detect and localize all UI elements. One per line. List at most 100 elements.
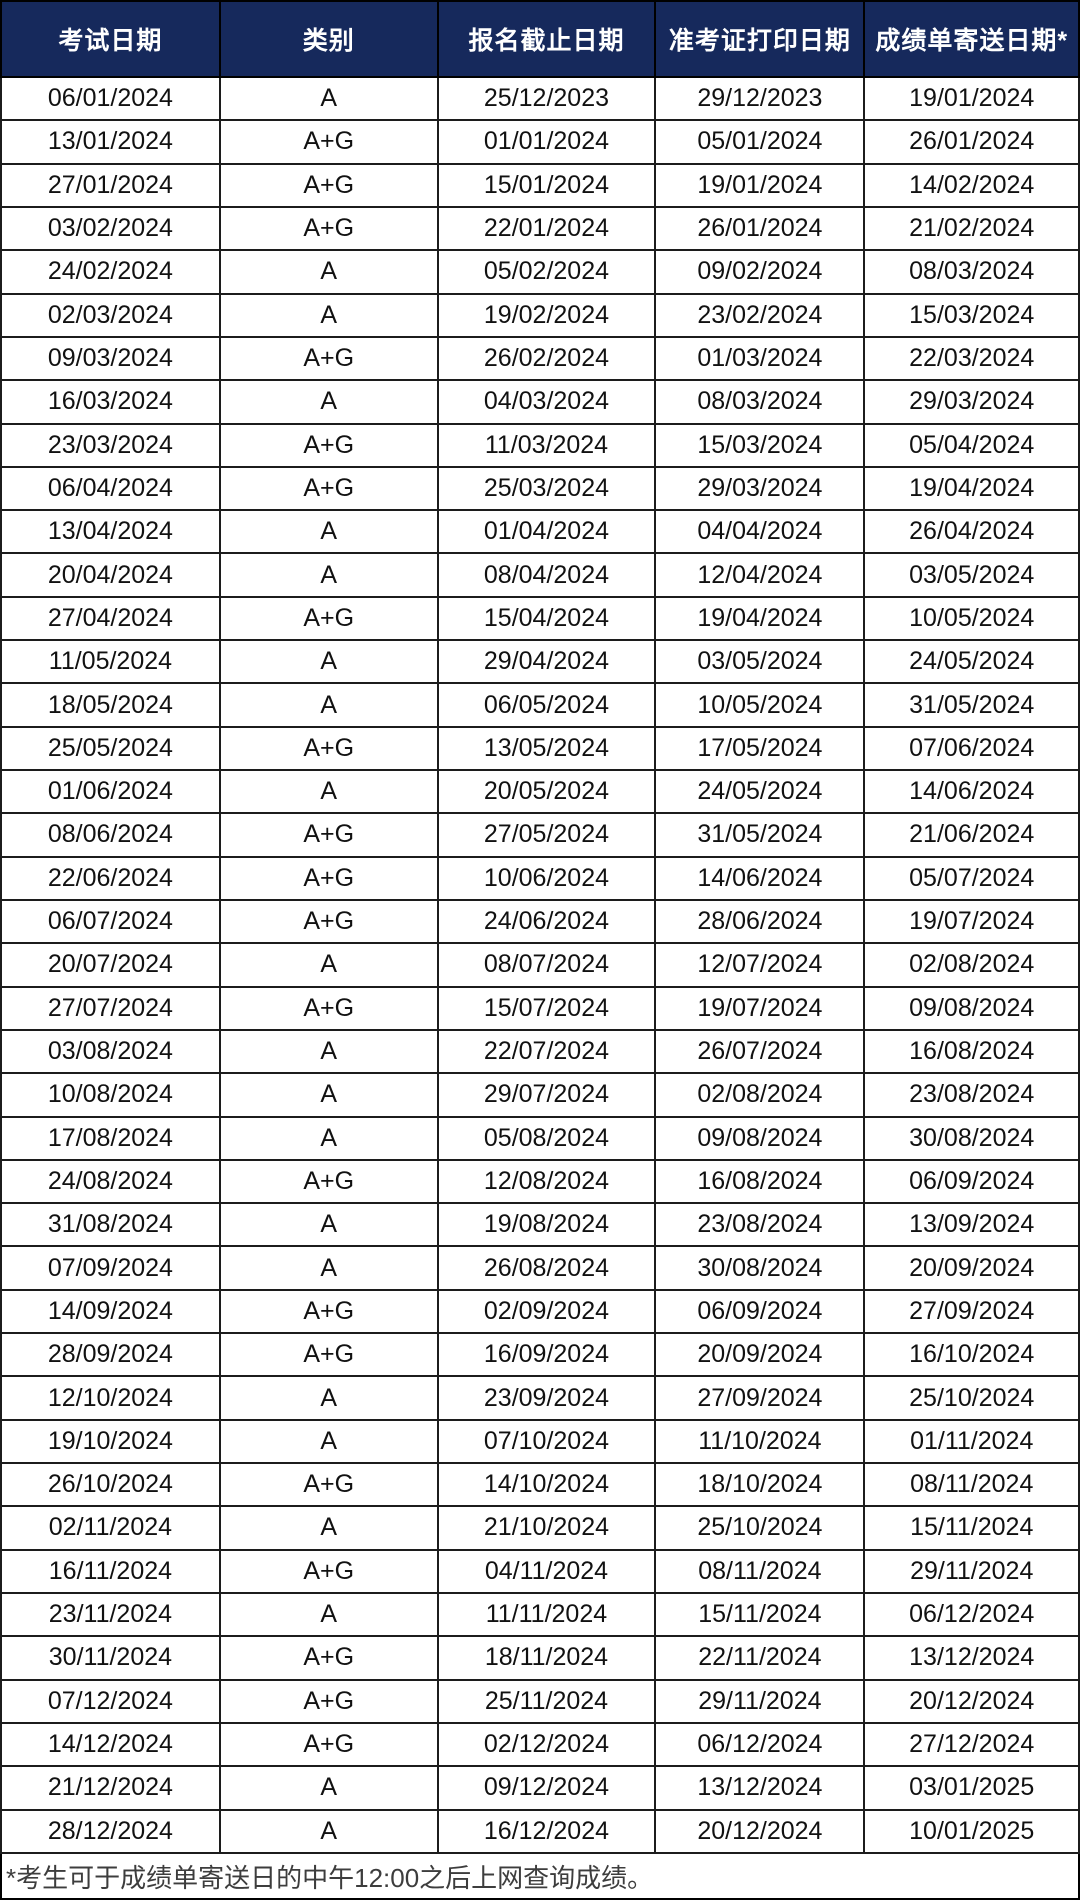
- cell-exam-date: 20/04/2024: [0, 552, 221, 598]
- cell-exam-date: 24/02/2024: [0, 249, 221, 295]
- cell-admission-ticket-print-date: 29/03/2024: [654, 465, 866, 512]
- cell-category: A: [218, 1245, 439, 1291]
- table-row: 26/10/2024 A+G 14/10/2024 18/10/2024 08/11/2…: [0, 1461, 1080, 1508]
- cell-registration-deadline: 25/11/2024: [436, 1678, 657, 1724]
- cell-category: A: [218, 75, 439, 122]
- cell-exam-date: 27/04/2024: [0, 595, 221, 642]
- cell-category: A: [218, 1765, 439, 1811]
- cell-exam-date: 13/01/2024: [0, 119, 221, 165]
- cell-score-report-mailing-date: 03/05/2024: [863, 552, 1080, 598]
- cell-admission-ticket-print-date: 29/11/2024: [654, 1678, 866, 1724]
- cell-category: A: [218, 639, 439, 685]
- cell-category: A: [218, 379, 439, 425]
- cell-registration-deadline: 04/03/2024: [436, 379, 657, 425]
- cell-admission-ticket-print-date: 04/04/2024: [654, 509, 866, 555]
- table-row: 06/07/2024 A+G 24/06/2024 28/06/2024 19/07/2…: [0, 898, 1080, 945]
- cell-registration-deadline: 27/05/2024: [436, 812, 657, 858]
- cell-admission-ticket-print-date: 30/08/2024: [654, 1245, 866, 1291]
- table-row: 21/12/2024 A 09/12/2024 13/12/2024 03/01/202…: [0, 1765, 1080, 1811]
- cell-category: A+G: [218, 898, 439, 945]
- cell-registration-deadline: 13/05/2024: [436, 725, 657, 772]
- cell-registration-deadline: 26/02/2024: [436, 335, 657, 382]
- cell-score-report-mailing-date: 19/07/2024: [863, 898, 1080, 945]
- cell-exam-date: 06/01/2024: [0, 75, 221, 122]
- cell-exam-date: 28/09/2024: [0, 1332, 221, 1378]
- cell-exam-date: 10/08/2024: [0, 1072, 221, 1118]
- cell-exam-date: 24/08/2024: [0, 1158, 221, 1205]
- cell-admission-ticket-print-date: 19/01/2024: [654, 162, 866, 208]
- cell-admission-ticket-print-date: 12/07/2024: [654, 942, 866, 988]
- cell-registration-deadline: 29/04/2024: [436, 639, 657, 685]
- cell-admission-ticket-print-date: 26/01/2024: [654, 205, 866, 252]
- cell-category: A: [218, 1591, 439, 1638]
- cell-admission-ticket-print-date: 19/04/2024: [654, 595, 866, 642]
- cell-category: A+G: [218, 162, 439, 208]
- cell-category: A: [218, 1072, 439, 1118]
- cell-exam-date: 11/05/2024: [0, 639, 221, 685]
- cell-score-report-mailing-date: 15/03/2024: [863, 292, 1080, 338]
- cell-category: A+G: [218, 335, 439, 382]
- table-row: 16/03/2024 A 04/03/2024 08/03/2024 29/03/202…: [0, 379, 1080, 425]
- table-row: 08/06/2024 A+G 27/05/2024 31/05/2024 21/06/2…: [0, 812, 1080, 858]
- table-row: 20/04/2024 A 08/04/2024 12/04/2024 03/05/202…: [0, 552, 1080, 598]
- cell-registration-deadline: 16/12/2024: [436, 1808, 657, 1854]
- cell-registration-deadline: 01/04/2024: [436, 509, 657, 555]
- cell-score-report-mailing-date: 13/12/2024: [863, 1635, 1080, 1681]
- cell-exam-date: 31/08/2024: [0, 1202, 221, 1248]
- cell-exam-date: 07/09/2024: [0, 1245, 221, 1291]
- cell-admission-ticket-print-date: 03/05/2024: [654, 639, 866, 685]
- cell-score-report-mailing-date: 21/02/2024: [863, 205, 1080, 252]
- cell-admission-ticket-print-date: 18/10/2024: [654, 1461, 866, 1508]
- cell-exam-date: 25/05/2024: [0, 725, 221, 772]
- cell-registration-deadline: 15/04/2024: [436, 595, 657, 642]
- cell-admission-ticket-print-date: 31/05/2024: [654, 812, 866, 858]
- table-row: 22/06/2024 A+G 10/06/2024 14/06/2024 05/07/2…: [0, 855, 1080, 901]
- table-row: 06/01/2024 A 25/12/2023 29/12/2023 19/01/202…: [0, 75, 1080, 122]
- cell-admission-ticket-print-date: 20/09/2024: [654, 1332, 866, 1378]
- cell-exam-date: 28/12/2024: [0, 1808, 221, 1854]
- cell-registration-deadline: 18/11/2024: [436, 1635, 657, 1681]
- cell-exam-date: 21/12/2024: [0, 1765, 221, 1811]
- cell-admission-ticket-print-date: 08/11/2024: [654, 1548, 866, 1594]
- cell-admission-ticket-print-date: 09/02/2024: [654, 249, 866, 295]
- cell-admission-ticket-print-date: 17/05/2024: [654, 725, 866, 772]
- cell-category: A+G: [218, 855, 439, 901]
- cell-category: A+G: [218, 1461, 439, 1508]
- cell-score-report-mailing-date: 15/11/2024: [863, 1505, 1080, 1551]
- cell-exam-date: 27/01/2024: [0, 162, 221, 208]
- cell-admission-ticket-print-date: 24/05/2024: [654, 768, 866, 815]
- table-row: 09/03/2024 A+G 26/02/2024 01/03/2024 22/03/2…: [0, 335, 1080, 382]
- cell-registration-deadline: 11/11/2024: [436, 1591, 657, 1638]
- cell-category: A+G: [218, 1158, 439, 1205]
- cell-admission-ticket-print-date: 22/11/2024: [654, 1635, 866, 1681]
- cell-registration-deadline: 10/06/2024: [436, 855, 657, 901]
- cell-category: A+G: [218, 1548, 439, 1594]
- cell-score-report-mailing-date: 26/04/2024: [863, 509, 1080, 555]
- cell-registration-deadline: 11/03/2024: [436, 422, 657, 468]
- cell-category: A: [218, 942, 439, 988]
- cell-category: A+G: [218, 1635, 439, 1681]
- table-row: 27/04/2024 A+G 15/04/2024 19/04/2024 10/05/2…: [0, 595, 1080, 642]
- cell-category: A: [218, 1418, 439, 1465]
- column-header-admission-ticket-print-date: 准考证打印日期: [654, 0, 866, 78]
- cell-registration-deadline: 04/11/2024: [436, 1548, 657, 1594]
- cell-exam-date: 06/07/2024: [0, 898, 221, 945]
- table-row: 27/07/2024 A+G 15/07/2024 19/07/2024 09/08/2…: [0, 985, 1080, 1031]
- cell-score-report-mailing-date: 30/08/2024: [863, 1115, 1080, 1161]
- cell-score-report-mailing-date: 24/05/2024: [863, 639, 1080, 685]
- cell-exam-date: 27/07/2024: [0, 985, 221, 1031]
- table-row: 02/11/2024 A 21/10/2024 25/10/2024 15/11/202…: [0, 1505, 1080, 1551]
- cell-registration-deadline: 06/05/2024: [436, 682, 657, 728]
- table-row: 16/11/2024 A+G 04/11/2024 08/11/2024 29/11/2…: [0, 1548, 1080, 1594]
- footnote-row: *考生可于成绩单寄送日的中午12:00之后上网查询成绩。: [0, 1852, 1080, 1900]
- cell-registration-deadline: 25/03/2024: [436, 465, 657, 512]
- cell-admission-ticket-print-date: 10/05/2024: [654, 682, 866, 728]
- cell-exam-date: 09/03/2024: [0, 335, 221, 382]
- cell-registration-deadline: 26/08/2024: [436, 1245, 657, 1291]
- cell-registration-deadline: 02/12/2024: [436, 1721, 657, 1768]
- cell-score-report-mailing-date: 16/10/2024: [863, 1332, 1080, 1378]
- cell-registration-deadline: 16/09/2024: [436, 1332, 657, 1378]
- cell-exam-date: 23/11/2024: [0, 1591, 221, 1638]
- cell-exam-date: 12/10/2024: [0, 1375, 221, 1421]
- cell-score-report-mailing-date: 06/09/2024: [863, 1158, 1080, 1205]
